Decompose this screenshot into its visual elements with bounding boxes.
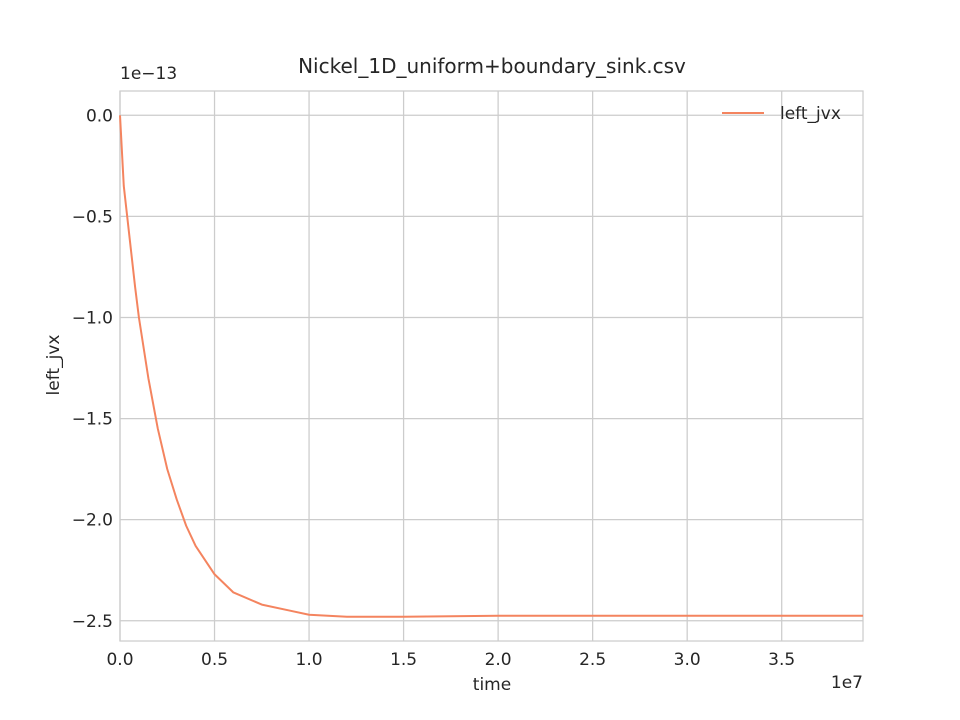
series-layer [119,115,863,618]
grid [119,91,863,641]
y-tick-label: −1.5 [72,410,113,430]
tick-labels: 0.0 0.5 1.0 1.5 2.0 2.5 3.0 3.5 0.0 −0.5 −1.0 −1.5 −… [72,106,796,670]
y-axis-label: left_jvx [44,335,64,396]
y-tick-label: −0.5 [72,207,113,227]
y-tick-label: −1.0 [72,308,113,328]
x-tick-label: 1.0 [296,650,323,670]
y-tick-label: −2.0 [72,511,113,531]
x-axis-label: time [473,675,511,695]
x-tick-label: 3.5 [768,650,795,670]
x-tick-label: 2.0 [485,650,512,670]
series-line-left-jvx [119,115,863,618]
y-offset-label: 1e−13 [120,64,177,84]
x-tick-label: 3.0 [674,650,701,670]
x-tick-label: 2.5 [579,650,606,670]
x-tick-label: 1.5 [390,650,417,670]
legend-label: left_jvx [780,104,841,124]
plot-frame [119,90,864,642]
x-tick-label: 0.0 [106,650,133,670]
x-offset-label: 1e7 [831,673,863,693]
chart-title: Nickel_1D_uniform+boundary_sink.csv [298,54,686,78]
x-tick-label: 0.5 [201,650,228,670]
y-tick-label: −2.5 [72,612,113,632]
y-tick-label: 0.0 [86,106,113,126]
legend: left_jvx [722,104,841,124]
